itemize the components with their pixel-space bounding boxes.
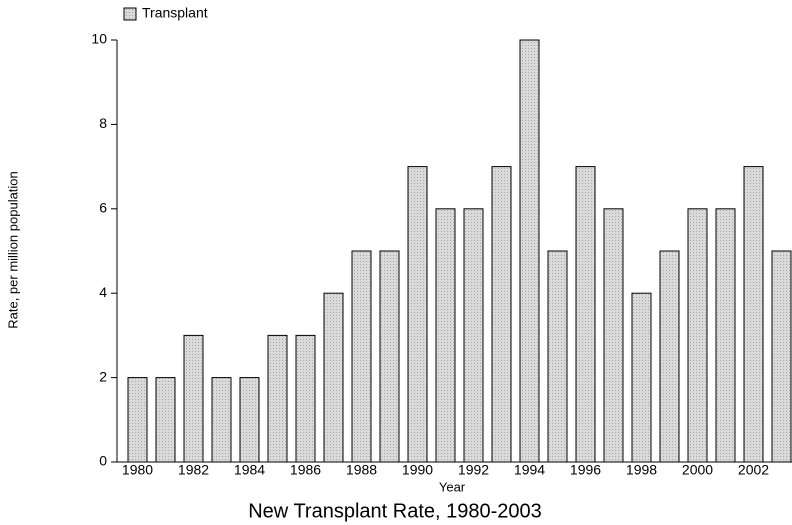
bar	[267, 334, 288, 463]
bar	[239, 377, 260, 463]
bar	[155, 377, 176, 463]
x-tick-label: 1986	[290, 462, 321, 478]
legend-label: Transplant	[142, 5, 208, 21]
bar	[659, 250, 680, 463]
x-tick-label: 1988	[346, 462, 377, 478]
x-tick-label: 1982	[178, 462, 209, 478]
bar	[687, 208, 708, 463]
x-tick-label: 1998	[626, 462, 657, 478]
bar	[351, 250, 372, 463]
y-tick-label: 6	[99, 200, 107, 216]
bar	[631, 292, 652, 463]
y-axis-label: Rate, per million population	[5, 171, 20, 329]
bar	[183, 334, 204, 463]
bar	[379, 250, 400, 463]
bar	[211, 377, 232, 463]
bar	[771, 250, 792, 463]
bar	[295, 334, 316, 463]
bar	[603, 208, 624, 463]
bar	[407, 166, 428, 463]
x-tick-label: 2002	[738, 462, 769, 478]
bar	[547, 250, 568, 463]
bar	[743, 166, 764, 463]
y-tick-label: 8	[99, 115, 107, 131]
bar	[715, 208, 736, 463]
bar	[575, 166, 596, 463]
y-tick-label: 4	[99, 284, 107, 300]
y-tick-label: 2	[99, 368, 107, 384]
x-tick-label: 2000	[682, 462, 713, 478]
chart-title: New Transplant Rate, 1980-2003	[248, 500, 542, 522]
x-tick-label: 1996	[570, 462, 601, 478]
x-tick-label: 1980	[122, 462, 153, 478]
x-axis-label: Year	[439, 479, 466, 494]
bar	[463, 208, 484, 463]
bar	[435, 208, 456, 463]
x-tick-label: 1984	[234, 462, 265, 478]
bar	[127, 377, 148, 463]
y-tick-label: 10	[91, 31, 107, 47]
x-tick-label: 1994	[514, 462, 545, 478]
bar	[519, 39, 540, 463]
x-tick-label: 1992	[458, 462, 489, 478]
legend-swatch	[123, 7, 137, 21]
bar	[491, 166, 512, 463]
x-tick-label: 1990	[402, 462, 433, 478]
y-tick-label: 0	[99, 453, 107, 469]
bar	[323, 292, 344, 463]
